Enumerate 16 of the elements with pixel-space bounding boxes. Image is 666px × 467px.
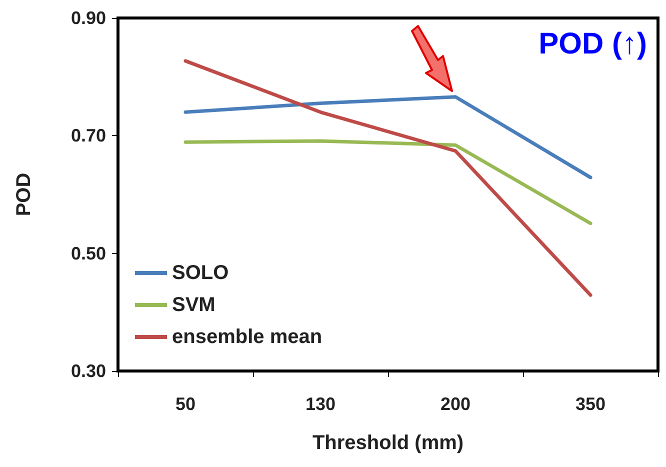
legend-label: SVM — [172, 294, 216, 316]
y-axis-title: POD — [13, 172, 35, 216]
y-tick-label: 0.30 — [70, 361, 106, 381]
y-tick-label: 0.90 — [70, 8, 106, 28]
chart-title: POD (↑) — [538, 28, 648, 60]
x-tick-label: 350 — [575, 394, 606, 414]
x-axis-title: Threshold (mm) — [312, 432, 464, 454]
legend-label: SOLO — [172, 262, 229, 284]
line-series — [184, 95, 592, 180]
line-series — [184, 139, 592, 226]
y-tick-label: 0.50 — [70, 243, 106, 264]
legend-label: ensemble mean — [172, 326, 322, 348]
y-tick-label: 0.70 — [70, 126, 106, 146]
x-tick-label: 200 — [440, 394, 471, 414]
x-tick-label: 130 — [305, 394, 336, 414]
x-tick-label: 50 — [175, 394, 196, 414]
